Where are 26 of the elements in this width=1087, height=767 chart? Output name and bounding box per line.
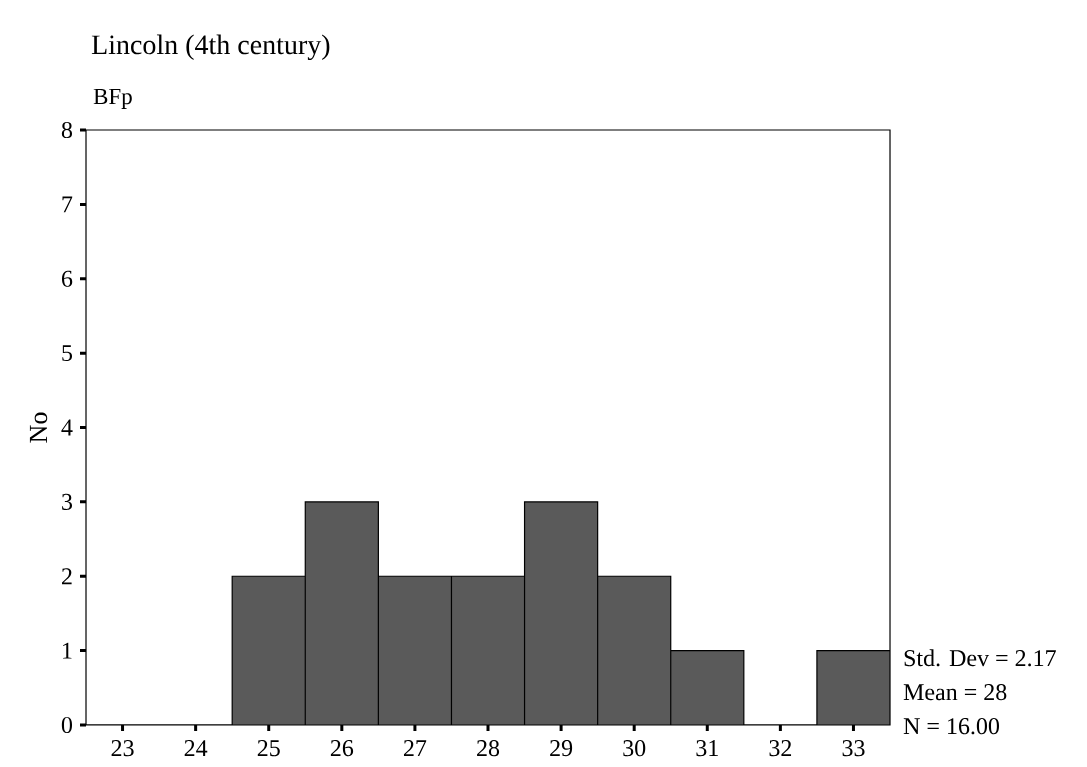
text: Std. Dev = 2.17: [904, 649, 1056, 667]
x-tick-label: 30: [623, 740, 646, 757]
x-tick-label: 24: [184, 740, 208, 756]
text: N = 16.00: [903, 718, 1000, 735]
y-tick-label: 4: [61, 419, 73, 436]
y-tick-label: 2: [62, 568, 72, 585]
x-tick-label: 28: [477, 740, 500, 757]
y-tick-label: 5: [62, 345, 73, 362]
y-tick-label: 3: [62, 493, 73, 510]
chart-subtitle: BFp: [93, 88, 132, 109]
y-axis-title: No: [29, 412, 48, 443]
y-tick-label: 1: [63, 642, 72, 659]
y-tick-label: 8: [61, 121, 73, 139]
y-tick-label: 6: [61, 270, 73, 287]
x-tick-label: 26: [330, 740, 354, 757]
chart-title: Lincoln (4th century): [91, 34, 330, 61]
x-tick-label: 31: [696, 740, 718, 757]
x-tick-label: 29: [550, 740, 573, 757]
x-tick-label: 25: [257, 740, 280, 757]
text: Mean = 28: [903, 684, 1007, 701]
x-tick-label: 23: [111, 740, 134, 757]
x-tick-label: 27: [403, 740, 427, 756]
x-tick-label: 32: [769, 740, 792, 757]
y-tick-label: 0: [61, 716, 73, 734]
y-tick-label: 7: [62, 196, 73, 213]
x-tick-label: 33: [842, 740, 865, 757]
